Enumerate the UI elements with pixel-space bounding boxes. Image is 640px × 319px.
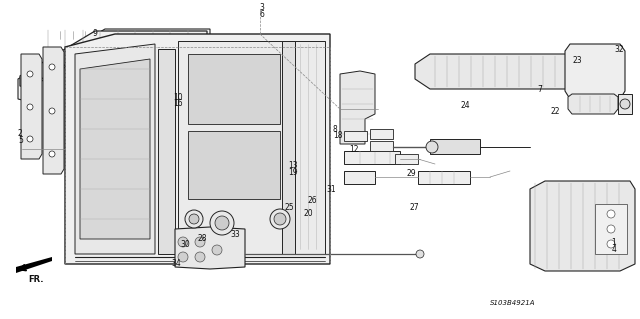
Circle shape	[607, 225, 615, 233]
Text: 1: 1	[611, 238, 616, 247]
Polygon shape	[618, 94, 632, 114]
Polygon shape	[418, 171, 470, 184]
Text: 16: 16	[173, 99, 182, 108]
Text: 32: 32	[614, 45, 624, 54]
Polygon shape	[188, 131, 280, 199]
Circle shape	[426, 141, 438, 153]
Polygon shape	[565, 44, 625, 99]
Bar	[595, 204, 627, 254]
Polygon shape	[175, 227, 245, 269]
Circle shape	[185, 210, 203, 228]
Text: 18: 18	[333, 131, 342, 140]
Polygon shape	[75, 44, 155, 254]
Text: 12: 12	[349, 145, 358, 154]
Circle shape	[49, 108, 55, 114]
Text: 23: 23	[573, 56, 582, 65]
Circle shape	[215, 216, 229, 230]
Polygon shape	[18, 29, 210, 103]
Text: 33: 33	[230, 230, 240, 239]
Text: 7: 7	[538, 85, 543, 94]
Polygon shape	[530, 181, 635, 271]
Text: 30: 30	[180, 241, 190, 249]
Bar	[573, 63, 617, 71]
Polygon shape	[340, 71, 375, 144]
Text: 29: 29	[406, 169, 416, 178]
Bar	[573, 51, 617, 59]
Text: 22: 22	[550, 107, 560, 116]
Polygon shape	[395, 154, 418, 164]
Text: 4: 4	[611, 245, 616, 254]
Text: S103B4921A: S103B4921A	[490, 300, 536, 306]
Circle shape	[178, 252, 188, 262]
Circle shape	[49, 64, 55, 70]
Text: 31: 31	[326, 185, 336, 194]
Polygon shape	[568, 94, 618, 114]
Text: 19: 19	[288, 168, 298, 177]
Bar	[573, 76, 617, 84]
Text: 8: 8	[333, 125, 337, 134]
Polygon shape	[43, 47, 64, 174]
Circle shape	[210, 211, 234, 235]
Polygon shape	[344, 131, 367, 141]
Text: 10: 10	[173, 93, 182, 102]
Polygon shape	[370, 129, 393, 139]
Polygon shape	[415, 54, 585, 89]
Circle shape	[270, 209, 290, 229]
Text: 3: 3	[259, 4, 264, 12]
Circle shape	[195, 252, 205, 262]
Text: 24: 24	[461, 101, 470, 110]
Circle shape	[27, 104, 33, 110]
Polygon shape	[344, 171, 375, 184]
Text: 27: 27	[410, 204, 419, 212]
Text: 13: 13	[288, 161, 298, 170]
Text: FR.: FR.	[28, 275, 44, 284]
Text: 2: 2	[18, 130, 22, 138]
Polygon shape	[65, 34, 330, 264]
Circle shape	[27, 71, 33, 77]
Text: 26: 26	[307, 197, 317, 205]
Polygon shape	[178, 41, 325, 254]
Circle shape	[274, 213, 286, 225]
Text: 34: 34	[172, 259, 181, 268]
Circle shape	[27, 136, 33, 142]
Circle shape	[416, 250, 424, 258]
Polygon shape	[344, 151, 400, 164]
Circle shape	[189, 214, 199, 224]
Polygon shape	[370, 141, 393, 151]
Circle shape	[607, 210, 615, 218]
Text: 28: 28	[197, 234, 207, 243]
Circle shape	[49, 151, 55, 157]
Polygon shape	[158, 49, 175, 254]
Circle shape	[212, 245, 222, 255]
Polygon shape	[21, 54, 42, 159]
Circle shape	[178, 237, 188, 247]
Circle shape	[607, 240, 615, 248]
Polygon shape	[188, 54, 280, 124]
Text: 6: 6	[259, 10, 264, 19]
Text: 25: 25	[285, 203, 294, 212]
Polygon shape	[430, 139, 480, 154]
Circle shape	[195, 237, 205, 247]
Polygon shape	[282, 41, 295, 254]
Text: 5: 5	[18, 137, 23, 145]
Polygon shape	[16, 257, 52, 273]
Circle shape	[620, 99, 630, 109]
Text: 20: 20	[304, 209, 314, 218]
Polygon shape	[20, 31, 207, 87]
Text: 9: 9	[93, 29, 98, 38]
Polygon shape	[80, 59, 150, 239]
